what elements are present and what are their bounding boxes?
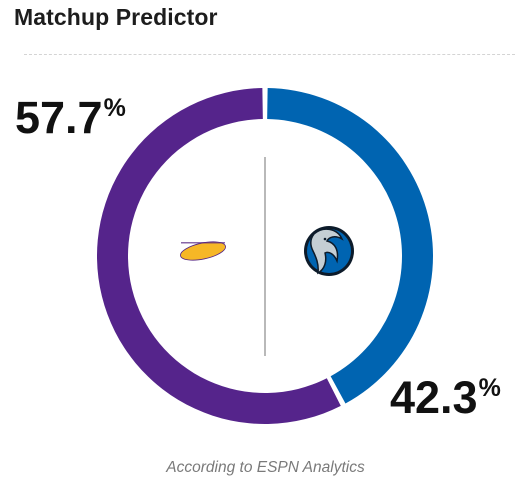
- lakers-win-probability-unit: %: [103, 94, 126, 122]
- widget-title: Matchup Predictor: [14, 4, 218, 30]
- analytics-caption: According to ESPN Analytics: [166, 459, 365, 476]
- lakers-win-probability-value: 57.7: [15, 92, 103, 143]
- lakers-win-probability: 57.7%: [15, 95, 126, 140]
- mavericks-logo-icon: [304, 226, 354, 276]
- lakers-slice: [97, 88, 341, 425]
- mavericks-slice: [267, 88, 434, 404]
- lakers-logo-icon: [180, 241, 226, 261]
- title-divider: [24, 54, 515, 55]
- mavericks-win-probability-unit: %: [478, 374, 501, 402]
- mavericks-win-probability: 42.3%: [390, 375, 501, 420]
- mavericks-win-probability-value: 42.3: [390, 372, 478, 423]
